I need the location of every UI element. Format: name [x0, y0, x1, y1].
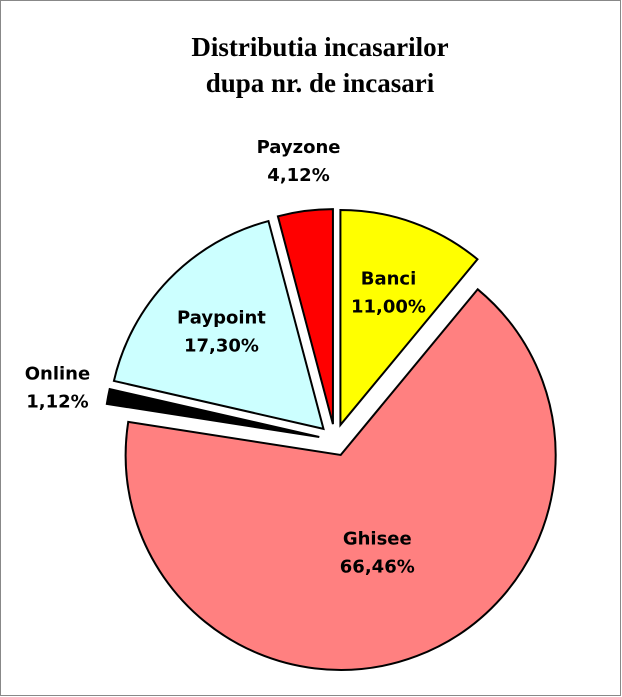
slice-value-label: 17,30% — [184, 335, 259, 356]
chart-title: dupa nr. de incasari — [206, 68, 435, 98]
slice-value-label: 66,46% — [340, 556, 415, 577]
slice-label: Payzone — [257, 137, 341, 158]
slice-label: Online — [25, 364, 90, 385]
pie-slice — [339, 208, 479, 428]
slice-value-label: 1,12% — [26, 392, 88, 413]
chart-title: Distributia incasarilor — [191, 32, 448, 62]
slice-label: Paypoint — [177, 307, 266, 328]
pie-slice — [105, 387, 320, 438]
slice-value-label: 4,12% — [267, 165, 329, 186]
slice-label: Banci — [361, 268, 417, 289]
pie-slice — [124, 287, 557, 671]
slice-label: Ghisee — [343, 528, 412, 549]
pie-slice — [276, 208, 334, 425]
slice-value-label: 11,00% — [351, 296, 426, 317]
pie-slice — [112, 219, 325, 431]
